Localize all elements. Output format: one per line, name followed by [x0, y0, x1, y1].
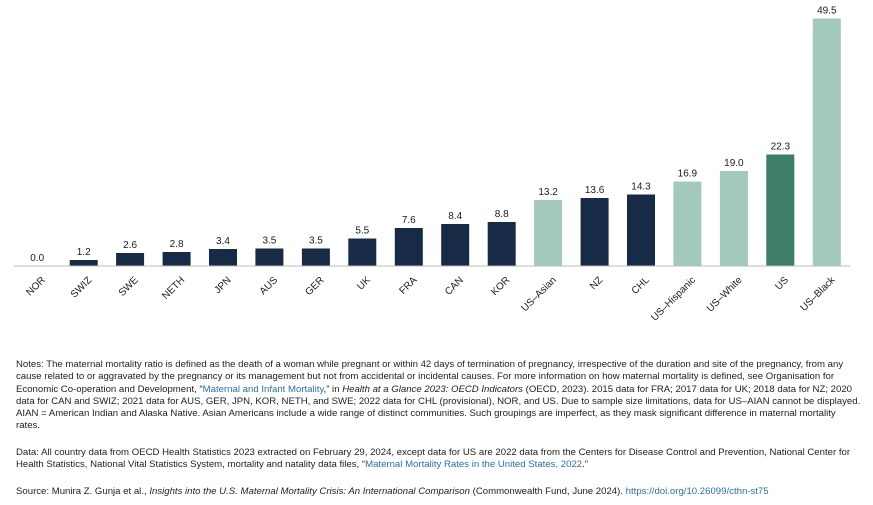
value-label-neth: 2.8 — [170, 239, 184, 250]
data-paragraph: Data: All country data from OECD Health … — [16, 447, 861, 472]
notes-publication-title: Health at a Glance 2023: OECD Indicators — [342, 383, 523, 395]
tick-label-uk: UK — [355, 275, 373, 293]
tick-label-fra: FRA — [398, 275, 420, 297]
value-label-uk: 5.5 — [355, 226, 369, 237]
bar-nz — [580, 198, 609, 266]
notes-paragraph: Notes: The maternal mortality ratio is d… — [16, 359, 861, 433]
cdc-maternal-mortality-rates-link[interactable]: Maternal Mortality Rates in the United S… — [365, 459, 583, 471]
value-label-nor: 0.0 — [30, 253, 44, 264]
value-label-chl: 14.3 — [631, 182, 651, 193]
data-text-b: .” — [582, 459, 588, 471]
x-tick-labels-group: NOR SWIZ SWE NETH JPN AUS GER UK FRA CAN KOR US–Asi… — [24, 274, 838, 323]
maternal-mortality-bar-chart: 0.0 1.2 2.6 2.8 3.4 3.5 3.5 5.5 7.6 8.4 8.8 13.2 13.… — [14, 6, 850, 324]
value-label-us-asian: 13.2 — [538, 187, 558, 198]
tick-label-us: US — [773, 275, 791, 293]
tick-label-can: CAN — [443, 275, 466, 298]
source-paragraph: Source: Munira Z. Gunja et al., Insights… — [16, 486, 861, 498]
bar-us-white — [719, 171, 748, 266]
tick-label-swiz: SWIZ — [69, 275, 94, 300]
notes-text-c: (OECD, 2023). 2015 data for FRA; 2017 da… — [16, 383, 861, 432]
bar-ger — [301, 248, 330, 266]
bar-swiz — [69, 260, 98, 266]
tick-label-us-asian: US–Asian — [520, 275, 559, 314]
bar-aus — [255, 248, 284, 266]
bar-swe — [116, 253, 145, 266]
tick-label-aus: AUS — [258, 275, 281, 298]
value-label-swe: 2.6 — [123, 240, 137, 251]
value-label-us: 22.3 — [771, 142, 791, 153]
tick-label-chl: CHL — [630, 275, 652, 297]
tick-label-nor: NOR — [24, 275, 48, 299]
tick-label-swe: SWE — [117, 275, 141, 299]
bar-kor — [487, 222, 516, 266]
value-labels-group: 0.0 1.2 2.6 2.8 3.4 3.5 3.5 5.5 7.6 8.4 8.8 13.2 13.… — [30, 6, 837, 265]
value-label-nz: 13.6 — [585, 185, 605, 196]
bar-us-hispanic — [673, 181, 702, 266]
value-label-us-black: 49.5 — [817, 6, 837, 17]
doi-link[interactable]: https://doi.org/10.26099/cthn-st75 — [625, 486, 769, 497]
tick-label-ger: GER — [303, 275, 326, 298]
data-text-a: Data: All country data from OECD Health … — [16, 447, 851, 471]
notes-text-a: Notes: The maternal mortality ratio is d… — [16, 359, 844, 395]
value-label-us-hispanic: 16.9 — [678, 169, 698, 180]
tick-label-us-hispanic: US–Hispanic — [649, 275, 698, 324]
value-label-aus: 3.5 — [262, 236, 276, 247]
notes-text-b: ,” in — [323, 383, 343, 395]
tick-label-jpn: JPN — [213, 275, 234, 296]
chart-notes: Notes: The maternal mortality ratio is d… — [16, 359, 861, 433]
bar-us — [766, 154, 795, 266]
bar-jpn — [209, 249, 237, 266]
tick-label-nz: NZ — [588, 275, 605, 292]
value-label-swiz: 1.2 — [77, 247, 91, 258]
bar-us-black — [812, 18, 841, 266]
source-report-title: Insights into the U.S. Maternal Mortalit… — [149, 486, 470, 497]
tick-label-us-black: US–Black — [799, 274, 839, 314]
value-label-can: 8.4 — [448, 211, 462, 222]
bar-uk — [348, 238, 377, 266]
value-label-ger: 3.5 — [309, 236, 323, 247]
value-label-jpn: 3.4 — [216, 236, 230, 247]
bar-chl — [627, 194, 655, 266]
chart-source: Source: Munira Z. Gunja et al., Insights… — [16, 486, 861, 498]
source-text-b: (Commonwealth Fund, June 2024). — [469, 486, 626, 497]
bars-group — [69, 18, 841, 266]
value-label-us-white: 19.0 — [724, 158, 744, 169]
bar-can — [441, 224, 470, 266]
bar-fra — [394, 228, 423, 266]
source-text-a: Source: Munira Z. Gunja et al., — [16, 486, 150, 497]
chart-data-note: Data: All country data from OECD Health … — [16, 447, 861, 472]
tick-label-us-white: US–White — [705, 275, 745, 315]
oecd-maternal-infant-mortality-link[interactable]: Maternal and Infant Mortality — [202, 383, 324, 395]
bar-us-asian — [534, 200, 563, 266]
value-label-kor: 8.8 — [495, 209, 509, 220]
tick-label-neth: NETH — [160, 275, 187, 302]
tick-label-kor: KOR — [489, 275, 512, 298]
value-label-fra: 7.6 — [402, 215, 416, 226]
bar-neth — [162, 252, 191, 266]
